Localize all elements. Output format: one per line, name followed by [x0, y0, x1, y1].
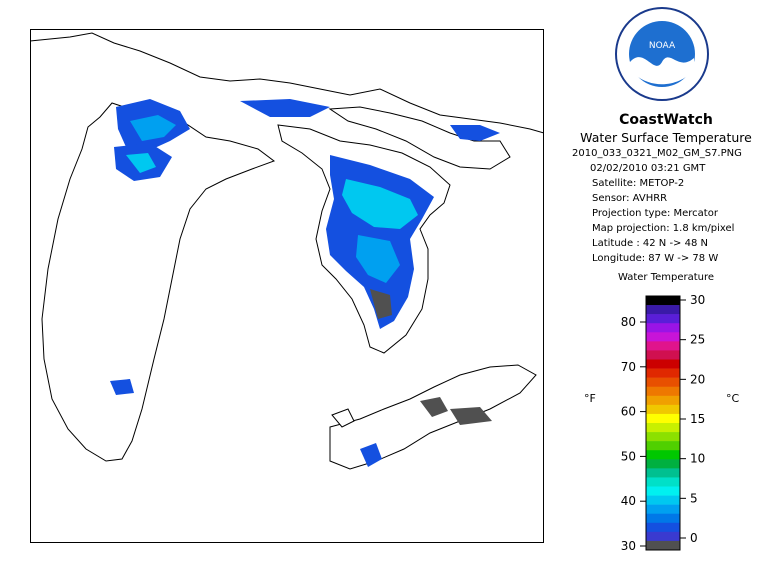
- legend-swatch: [646, 314, 680, 324]
- lake-st-clair: [331, 408, 355, 428]
- legend-swatch: [646, 413, 680, 424]
- legend-swatch: [646, 486, 680, 496]
- fahrenheit-tick-label: 30: [621, 539, 636, 553]
- legend-swatch: [646, 386, 680, 397]
- legend-swatch: [646, 377, 680, 388]
- color-legend: 30 25 20 15 10 5 0 80 70 60 50 40 30: [550, 290, 782, 560]
- georgian-bay: [328, 106, 511, 170]
- celsius-tick-label: 0: [690, 531, 698, 545]
- map-projection-label: Map projection: 1.8 km/pixel: [592, 223, 735, 234]
- legend-swatch: [646, 359, 680, 369]
- celsius-tick-label: 20: [690, 372, 705, 386]
- legend-swatch: [646, 332, 680, 342]
- satellite-label: Satellite: METOP-2: [592, 178, 685, 189]
- sensor-label: Sensor: AVHRR: [592, 193, 668, 204]
- legend-swatch: [646, 495, 680, 505]
- legend-swatch: [646, 531, 680, 542]
- fahrenheit-tick-label: 50: [621, 449, 636, 463]
- app-title: CoastWatch: [619, 112, 713, 128]
- temperature-map[interactable]: [30, 29, 544, 543]
- latitude-label: Latitude : 42 N -> 48 N: [592, 238, 708, 249]
- legend-frame: [645, 295, 681, 551]
- legend-title: Water Temperature: [617, 272, 715, 283]
- celsius-tick-label: 30: [690, 293, 705, 307]
- celsius-tick-label: 15: [690, 412, 705, 426]
- longitude-label: Longitude: 87 W -> 78 W: [592, 253, 719, 264]
- fahrenheit-tick-label: 80: [621, 315, 636, 329]
- legend-swatch: [646, 459, 680, 469]
- noaa-logo: NOAA: [615, 7, 709, 101]
- info-panel: NOAA CoastWatch Water Surface Temperatur…: [550, 0, 782, 572]
- legend-swatch: [646, 477, 680, 487]
- celsius-tick-label: 5: [690, 491, 698, 505]
- legend-swatch: [646, 423, 680, 433]
- sst-patches: [110, 99, 500, 467]
- file-name: 2010_033_0321_M02_GM_S7.PNG: [572, 148, 742, 159]
- legend-swatch: [646, 350, 680, 360]
- legend-swatch: [646, 450, 680, 460]
- legend-swatch: [646, 441, 680, 451]
- fahrenheit-tick-label: 40: [621, 494, 636, 508]
- legend-swatch: [646, 522, 680, 533]
- fahrenheit-tick-label: 70: [621, 360, 636, 374]
- unit-celsius: °C: [726, 392, 740, 405]
- projection-label: Projection type: Mercator: [592, 208, 718, 219]
- legend-swatch: [646, 305, 680, 315]
- legend-swatch: [646, 468, 680, 478]
- lake-michigan: [41, 102, 276, 462]
- lake-superior-shore: [30, 32, 544, 134]
- date-time: 02/02/2010 03:21 GMT: [590, 163, 706, 174]
- legend-swatch: [646, 432, 680, 442]
- legend-swatch: [646, 395, 680, 406]
- fahrenheit-tick-label: 60: [621, 405, 636, 419]
- legend-swatch: [646, 341, 680, 351]
- celsius-tick-label: 25: [690, 333, 705, 347]
- unit-fahrenheit: °F: [584, 392, 596, 405]
- legend-swatch: [646, 368, 680, 378]
- legend-swatch: [646, 404, 680, 415]
- celsius-tick-label: 10: [690, 452, 705, 466]
- map-panel[interactable]: [30, 29, 544, 543]
- legend-swatch: [646, 323, 680, 333]
- legend-swatch: [646, 504, 680, 515]
- app-subtitle: Water Surface Temperature: [580, 130, 752, 145]
- legend-swatch: [646, 540, 680, 551]
- legend-swatch: [646, 513, 680, 524]
- legend-swatch: [646, 296, 680, 306]
- logo-text: NOAA: [649, 41, 676, 51]
